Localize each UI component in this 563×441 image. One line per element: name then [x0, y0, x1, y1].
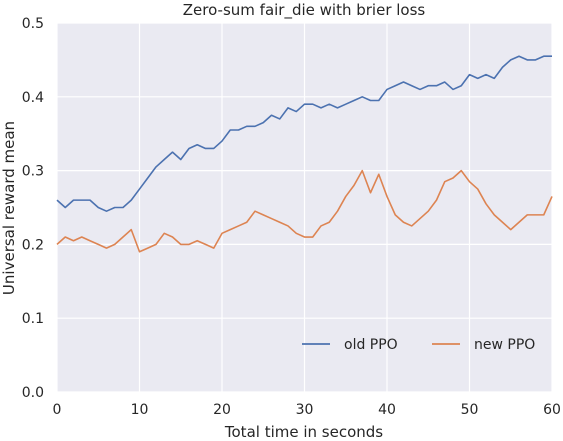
legend: old PPO new PPO — [302, 337, 535, 353]
legend-label: new PPO — [474, 337, 535, 353]
x-axis-title: Total time in seconds — [224, 423, 383, 441]
y-tick-label: 0.5 — [22, 16, 44, 32]
x-tick-label: 50 — [461, 402, 479, 418]
legend-label: old PPO — [344, 337, 398, 353]
series-lines — [56, 55, 553, 253]
x-tick-label: 40 — [378, 402, 396, 418]
y-tick-labels: 0.0 0.1 0.2 0.3 0.4 0.5 — [22, 16, 44, 401]
x-tick-label: 0 — [53, 402, 62, 418]
series-line-new-ppo — [56, 169, 553, 253]
x-tick-labels: 0 10 20 30 40 50 60 — [53, 402, 561, 418]
x-tick-label: 30 — [296, 402, 314, 418]
y-tick-label: 0.1 — [22, 311, 44, 327]
y-tick-label: 0.2 — [22, 237, 44, 253]
chart-title: Zero-sum fair_die with brier loss — [183, 1, 426, 20]
x-tick-label: 10 — [131, 402, 149, 418]
y-axis-title: Universal reward mean — [0, 121, 18, 295]
y-tick-label: 0.3 — [22, 164, 44, 180]
grid-lines — [56, 22, 553, 393]
x-tick-label: 20 — [213, 402, 231, 418]
y-tick-label: 0.0 — [22, 385, 44, 401]
x-tick-label: 60 — [543, 402, 561, 418]
y-tick-label: 0.4 — [22, 90, 44, 106]
series-line-old-ppo — [56, 55, 552, 212]
